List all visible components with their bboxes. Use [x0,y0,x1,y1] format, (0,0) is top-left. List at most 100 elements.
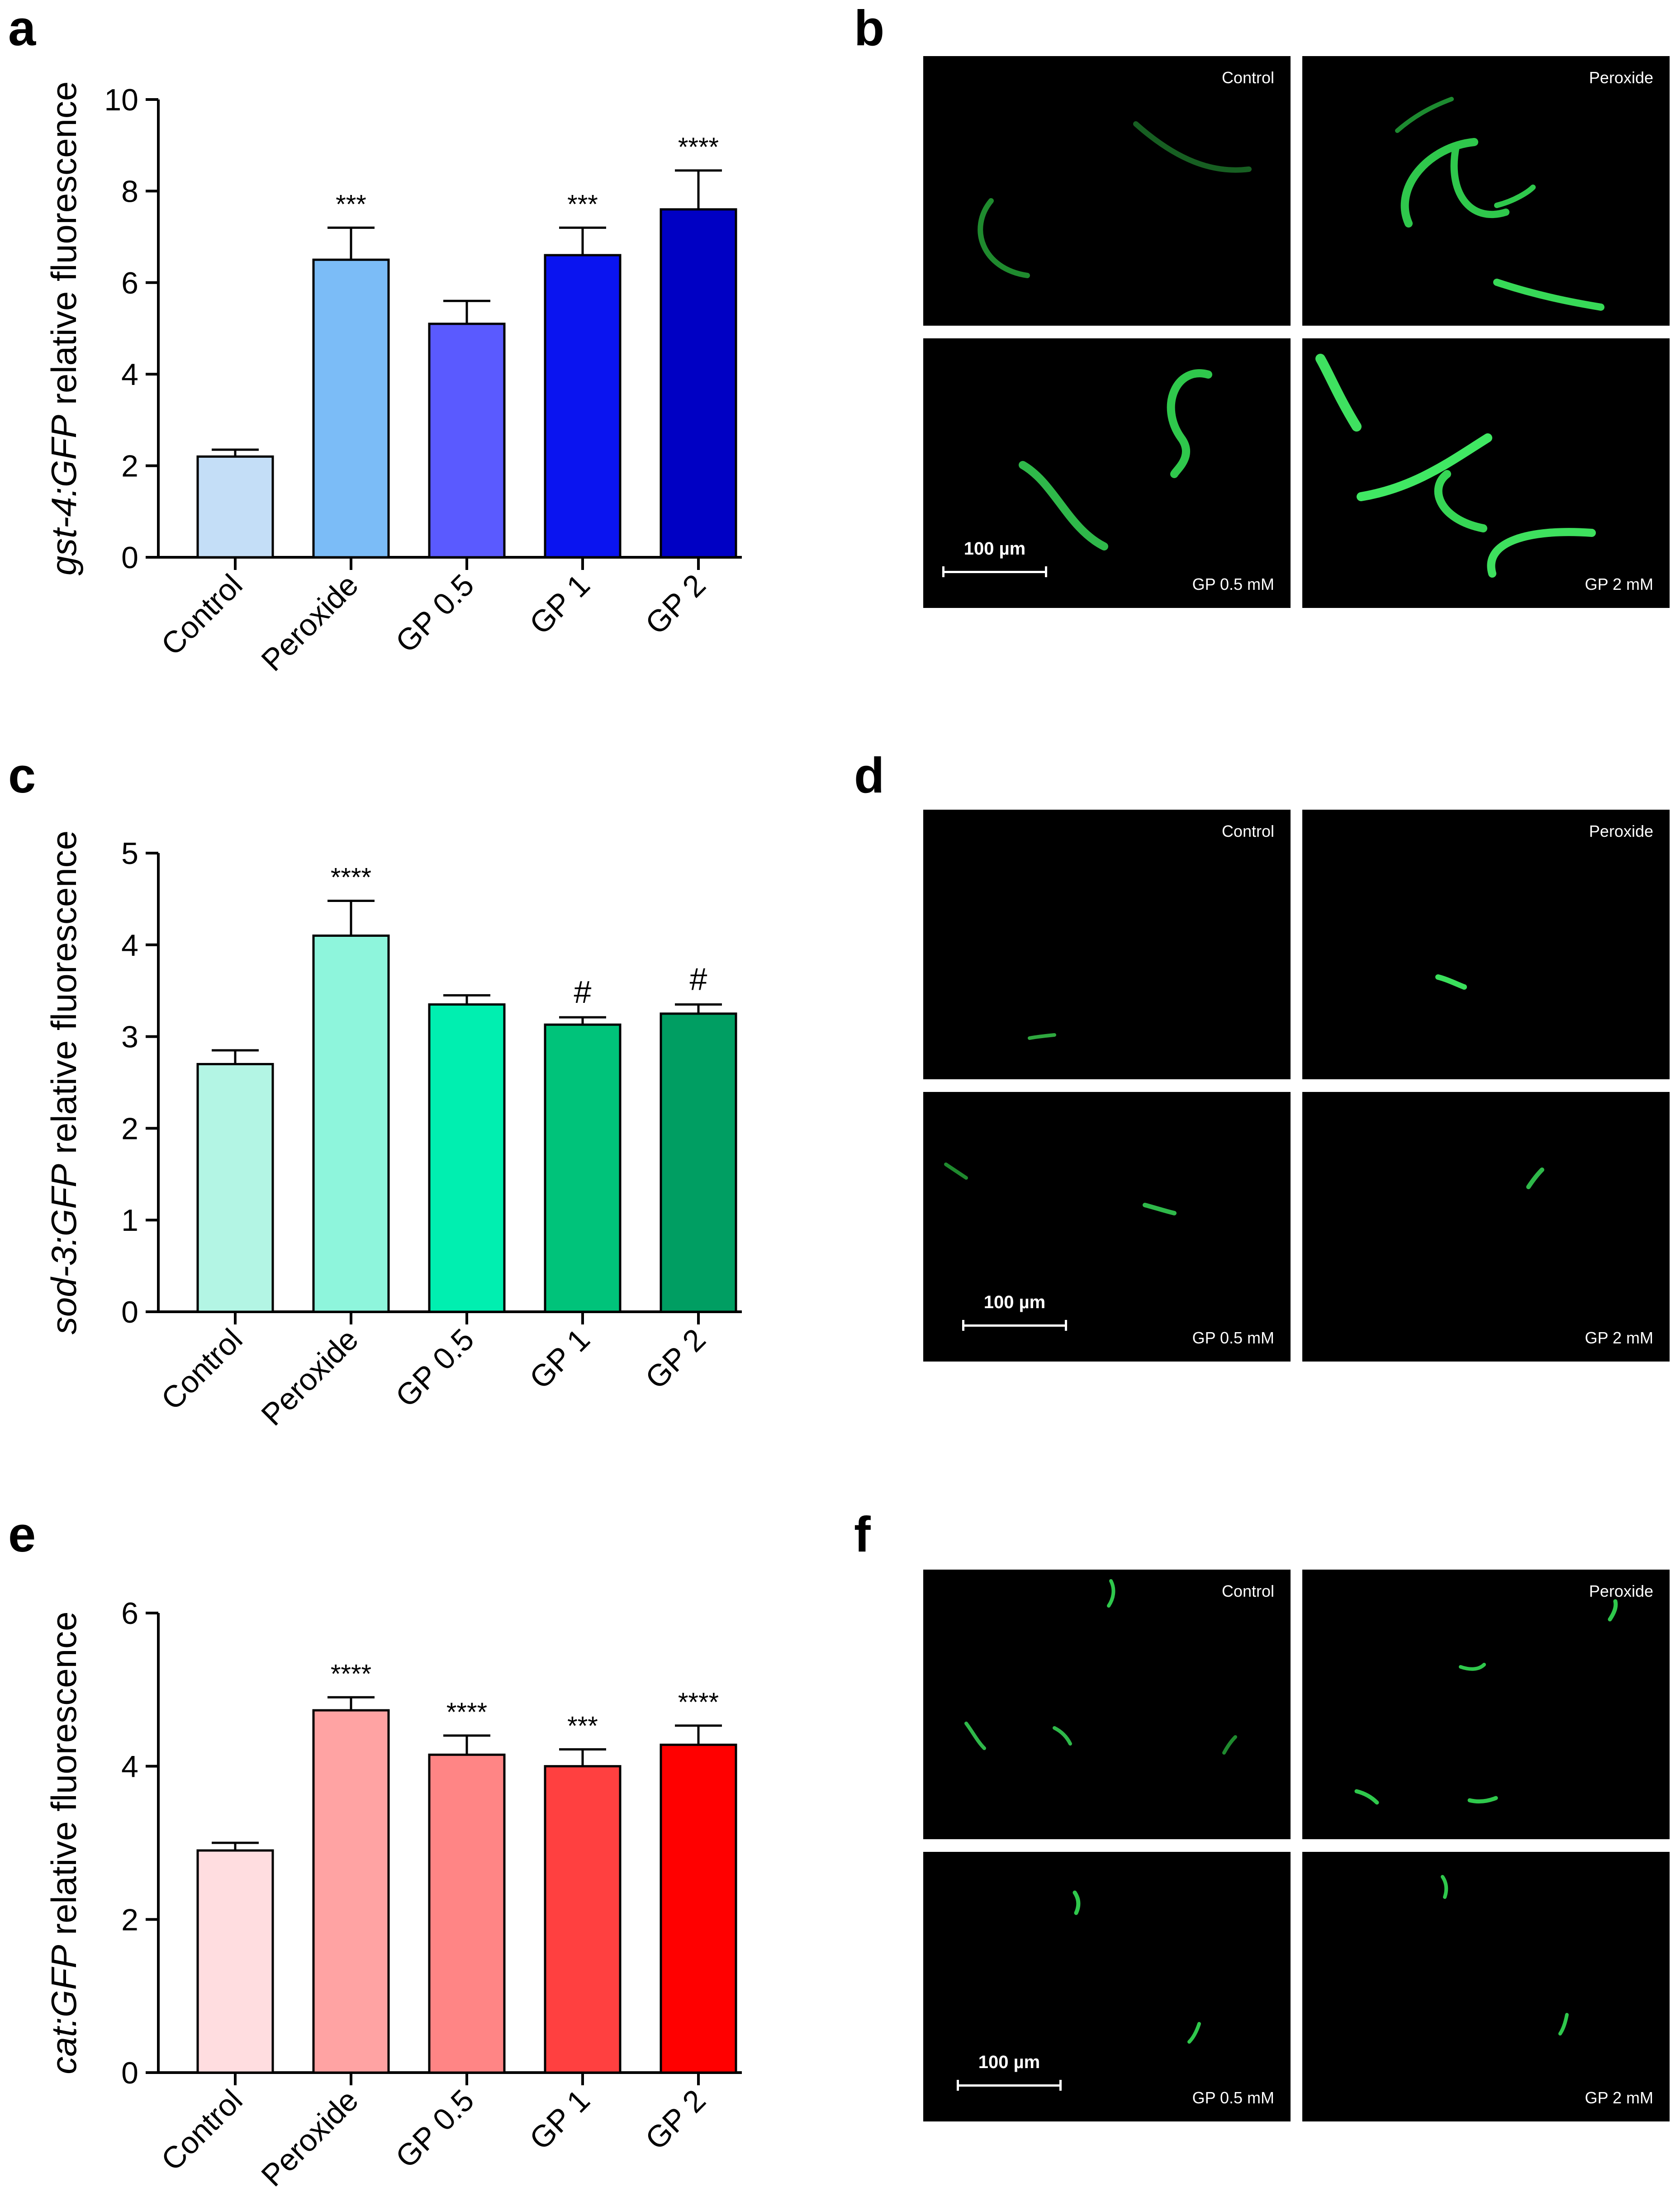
micrograph-peroxide: Peroxide [1302,56,1670,326]
worm-shapes [1435,974,1467,990]
image-label: Peroxide [1589,1582,1653,1600]
micrograph-gp05: 100 µm GP 0.5 mM [923,1852,1291,2121]
worm-shapes [1526,1167,1544,1189]
bar [428,1003,506,1313]
image-label: GP 0.5 mM [1192,1329,1274,1347]
panel-letter-c: c [8,748,36,803]
bar [544,1023,622,1313]
significance-label: *** [567,1711,598,1741]
category-label: Peroxide [255,2083,365,2189]
image-label: Peroxide [1589,68,1653,87]
panel-letter-f: f [854,1507,871,1562]
significance-label: **** [331,863,371,892]
bar [312,258,390,559]
worm-shapes [1441,1875,1569,2036]
category-label: Control [155,1322,249,1417]
chart-e-cat: 0 2 4 6 cat:GFP relative fluorescence Control… [44,1596,742,2189]
bar [660,1012,737,1313]
image-label: Peroxide [1589,822,1653,840]
micrograph-gp05: 100 µm GP 0.5 mM [923,1092,1291,1362]
bar [544,254,622,559]
image-label: GP 2 mM [1585,1329,1653,1347]
category-label: GP 0.5 [389,2083,481,2175]
y-axis-label-text: relative fluorescence [44,81,84,415]
category-label: Control [155,2083,249,2178]
panel-letter-d: d [854,748,885,803]
panel-letter-a: a [8,0,36,56]
y-axis-label-gene: gst-4:GFP [44,415,84,575]
micrograph-control: Control [923,56,1291,326]
worm-shapes [1315,354,1596,578]
bar [428,323,506,559]
significance-label: **** [678,1688,719,1717]
worm-shapes [964,1579,1237,1755]
category-label: Peroxide [255,1322,365,1433]
scale-bar-label: 100 µm [983,1292,1046,1312]
panel-letter-e: e [8,1507,36,1562]
significance-label: *** [567,190,598,219]
worm-shapes [944,1163,1177,1215]
micrograph-gp2: GP 2 mM [1302,1852,1670,2121]
image-label: GP 2 mM [1585,2088,1653,2107]
micrograph-peroxide: Peroxide [1302,1570,1670,1839]
bar [196,1849,274,2074]
y-tick-label: 3 [121,1020,138,1054]
y-axis-label: sod-3:GFP relative fluorescence [44,830,84,1334]
significance-label: **** [331,1659,371,1689]
significance-label: *** [336,190,366,219]
category-label: GP 1 [523,2083,596,2156]
scale-bar [962,1315,1067,1331]
category-label: GP 2 [639,2083,712,2156]
y-tick-label: 2 [121,449,138,484]
y-axis-label-gene: sod-3:GFP [44,1164,84,1334]
bar [660,1743,737,2074]
image-label: GP 2 mM [1585,575,1653,593]
image-label: Control [1221,1582,1274,1600]
worm-shapes [1354,1599,1618,1805]
category-label: GP 2 [639,568,712,641]
micrograph-control: Control [923,810,1291,1079]
worm-shapes [978,121,1252,278]
image-label: Control [1221,68,1274,87]
significance-label: **** [678,133,719,162]
y-axis-label-text: relative fluorescence [44,830,84,1164]
worm-shapes [1073,1890,1201,2044]
y-tick-label: 1 [121,1203,138,1238]
image-label: GP 0.5 mM [1192,2088,1274,2107]
worm-shapes [1019,369,1212,550]
chart-a-gst4: 0 2 4 6 8 10 gst-4:GFP relative fluorescence Co… [44,81,742,678]
y-tick-label: 4 [121,1750,138,1784]
y-tick-label: 4 [121,357,138,392]
image-label: Control [1221,822,1274,840]
micrograph-panel-d: Control Peroxide 100 µm GP 0.5 mM GP 2 m… [923,810,1672,1368]
y-axis-label-text: relative fluorescence [44,1611,84,1945]
y-tick-label: 5 [121,836,138,871]
y-tick-label: 8 [121,174,138,209]
category-label: GP 0.5 [389,1322,481,1414]
category-label: GP 0.5 [389,568,481,660]
y-tick-label: 0 [121,541,138,575]
y-tick-label: 2 [121,1111,138,1146]
category-label: Peroxide [255,568,365,678]
significance-label: # [690,962,707,997]
micrograph-panel-f: Control Peroxide 100 µm GP 0.5 mM [923,1570,1672,2128]
bar [196,455,274,559]
bar [428,1753,506,2074]
significance-label: # [574,974,592,1010]
scale-bar-label: 100 µm [978,2052,1040,2072]
chart-c-sod3: 0 1 2 3 4 5 sod-3:GFP relative fluorescence Con… [44,830,742,1433]
bar [196,1063,274,1313]
bar [544,1765,622,2074]
y-axis-label-gene: cat:GFP [44,1945,84,2074]
micrograph-peroxide: Peroxide [1302,810,1670,1079]
category-label: GP 1 [523,1322,596,1395]
scale-bar [957,2075,1062,2091]
category-label: Control [155,568,249,662]
category-label: GP 1 [523,568,596,641]
panel-letter-b: b [854,0,885,56]
micrograph-gp2: GP 2 mM [1302,338,1670,608]
scale-bar-label: 100 µm [963,539,1026,559]
y-tick-label: 0 [121,1295,138,1329]
bar [312,1709,390,2074]
y-axis-label: gst-4:GFP relative fluorescence [44,81,84,575]
